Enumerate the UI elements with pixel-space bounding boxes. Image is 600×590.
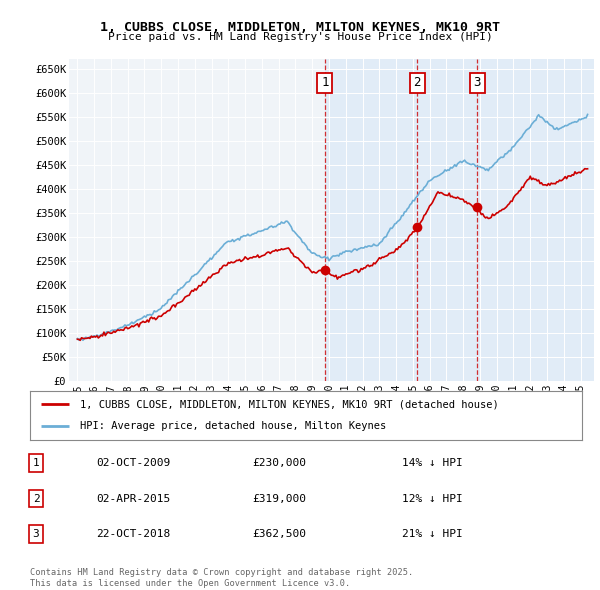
Text: 12% ↓ HPI: 12% ↓ HPI	[402, 494, 463, 503]
Text: 2: 2	[32, 494, 40, 503]
Text: 02-OCT-2009: 02-OCT-2009	[96, 458, 170, 468]
Bar	[325, 59, 594, 381]
Text: £319,000: £319,000	[252, 494, 306, 503]
Text: £230,000: £230,000	[252, 458, 306, 468]
Text: This data is licensed under the Open Government Licence v3.0.: This data is licensed under the Open Gov…	[30, 579, 350, 588]
Text: HPI: Average price, detached house, Milton Keynes: HPI: Average price, detached house, Milt…	[80, 421, 386, 431]
Text: 3: 3	[32, 529, 40, 539]
Text: Price paid vs. HM Land Registry's House Price Index (HPI): Price paid vs. HM Land Registry's House …	[107, 32, 493, 42]
Text: Contains HM Land Registry data © Crown copyright and database right 2025.: Contains HM Land Registry data © Crown c…	[30, 568, 413, 576]
Text: 1: 1	[32, 458, 40, 468]
Text: 1, CUBBS CLOSE, MIDDLETON, MILTON KEYNES, MK10 9RT (detached house): 1, CUBBS CLOSE, MIDDLETON, MILTON KEYNES…	[80, 399, 499, 409]
Text: 1, CUBBS CLOSE, MIDDLETON, MILTON KEYNES, MK10 9RT: 1, CUBBS CLOSE, MIDDLETON, MILTON KEYNES…	[100, 21, 500, 34]
Text: 14% ↓ HPI: 14% ↓ HPI	[402, 458, 463, 468]
Text: 1: 1	[321, 77, 329, 90]
Text: 3: 3	[473, 77, 481, 90]
Text: 2: 2	[413, 77, 421, 90]
Text: 21% ↓ HPI: 21% ↓ HPI	[402, 529, 463, 539]
Text: 02-APR-2015: 02-APR-2015	[96, 494, 170, 503]
Text: 22-OCT-2018: 22-OCT-2018	[96, 529, 170, 539]
Text: £362,500: £362,500	[252, 529, 306, 539]
